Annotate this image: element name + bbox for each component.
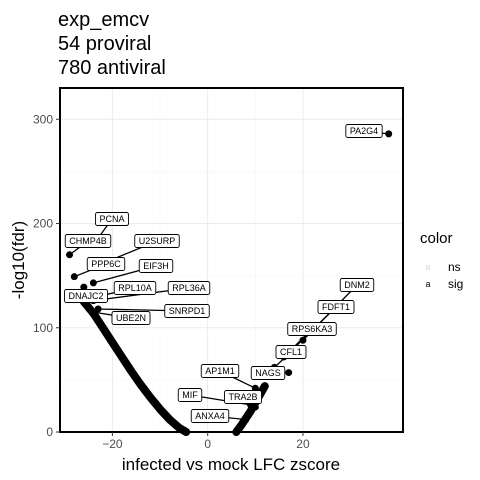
label-fdft1: FDFT1 [317, 300, 355, 314]
y-axis-title: -log10(fdr) [9, 221, 28, 299]
label-text-mif: MIF [182, 390, 198, 400]
label-text-nags: NAGS [255, 368, 281, 378]
label-anxa4: ANXA4 [190, 409, 230, 423]
label-box-ube2n [111, 311, 151, 325]
label-box-fdft1 [317, 300, 355, 314]
label-text-ppp6c: PPP6C [91, 259, 121, 269]
label-box-cfl1 [275, 345, 307, 359]
label-text-rpl36a: RPL36A [172, 283, 206, 293]
y-axis-ticks: 0 100 200 300 [33, 112, 60, 439]
label-text-ube2n: UBE2N [116, 313, 146, 323]
label-text-chmp4b: CHMP4B [69, 236, 107, 246]
point-tra2b [251, 403, 259, 411]
label-text-anxa4: ANXA4 [195, 411, 225, 421]
label-box-nags [250, 366, 286, 380]
legend-label-ns: ns [448, 260, 461, 274]
label-u2surp: U2SURP [134, 234, 180, 248]
point-pa2g4 [385, 130, 393, 138]
label-pa2g4: PA2G4 [345, 124, 383, 138]
point-ube2n [89, 308, 97, 316]
label-text-pa2g4: PA2G4 [350, 126, 378, 136]
label-text-pcna: PCNA [99, 214, 124, 224]
label-box-eif3h [138, 259, 174, 273]
label-chmp4b: CHMP4B [64, 234, 112, 248]
label-text-fdft1: FDFT1 [322, 302, 350, 312]
point-ppp6c [70, 273, 78, 281]
label-text-dnajc2: DNAJC2 [68, 291, 103, 301]
label-pcna: PCNA [95, 212, 129, 226]
label-box-ppp6c [86, 257, 126, 271]
y-tick-label: 200 [33, 217, 53, 231]
label-box-rps6ka3 [287, 322, 337, 336]
title-line-2: 54 proviral [58, 33, 151, 55]
point-eif3h [89, 279, 97, 287]
label-text-u2surp: U2SURP [139, 236, 176, 246]
plot-border [59, 87, 404, 433]
label-box-chmp4b [64, 234, 112, 248]
legend-key-sig: a [425, 279, 430, 289]
label-text-eif3h: EIF3H [143, 261, 169, 271]
label-eif3h: EIF3H [138, 259, 174, 273]
label-dnajc2: DNAJC2 [64, 289, 108, 303]
label-box-ap1m1 [200, 364, 240, 378]
label-box-u2surp [134, 234, 180, 248]
label-ppp6c: PPP6C [86, 257, 126, 271]
label-text-ap1m1: AP1M1 [205, 366, 235, 376]
label-box-pa2g4 [345, 124, 383, 138]
label-snrpd1: SNRPD1 [164, 304, 210, 318]
x-tick-label: −20 [102, 437, 123, 451]
point-nags [285, 369, 293, 377]
label-box-tra2b [224, 390, 262, 404]
legend-title: color [420, 230, 453, 247]
label-box-dnajc2 [64, 289, 108, 303]
label-box-anxa4 [190, 409, 230, 423]
label-text-rpl10a: RPL10A [118, 283, 152, 293]
legend-label-sig: sig [448, 277, 463, 291]
legend-key-ns: a [425, 262, 430, 272]
x-tick-label: 0 [204, 437, 211, 451]
label-cfl1: CFL1 [275, 345, 307, 359]
point-ap1m1 [251, 384, 259, 392]
label-box-mif [177, 388, 203, 402]
title-line-1: exp_emcv [58, 9, 149, 31]
label-ap1m1: AP1M1 [200, 364, 240, 378]
label-text-rps6ka3: RPS6KA3 [292, 324, 333, 334]
label-text-cfl1: CFL1 [280, 347, 302, 357]
legend: color a ns a sig [420, 230, 463, 291]
point-dnajc2 [80, 283, 88, 291]
label-nags: NAGS [250, 366, 286, 380]
label-text-dnm2: DNM2 [344, 280, 370, 290]
y-tick-label: 100 [33, 321, 53, 335]
x-axis-ticks: −20 0 20 [102, 432, 310, 451]
label-dnm2: DNM2 [339, 278, 375, 292]
label-box-rpl36a [167, 281, 211, 295]
label-box-pcna [95, 212, 129, 226]
title-line-3: 780 antiviral [58, 57, 166, 79]
label-box-dnm2 [339, 278, 375, 292]
label-mif: MIF [177, 388, 203, 402]
point-anxa4 [242, 415, 250, 423]
label-rpl10a: RPL10A [113, 281, 157, 295]
label-ube2n: UBE2N [111, 311, 151, 325]
dense-curve-left [79, 297, 191, 436]
x-axis-title: infected vs mock LFC zscore [122, 455, 340, 474]
point-chmp4b [66, 251, 74, 259]
label-tra2b: TRA2B [224, 390, 262, 404]
y-tick-label: 0 [46, 425, 53, 439]
grid-minor [60, 88, 403, 432]
x-tick-label: 20 [296, 437, 310, 451]
label-rpl36a: RPL36A [167, 281, 211, 295]
label-box-rpl10a [113, 281, 157, 295]
label-text-snrpd1: SNRPD1 [169, 306, 206, 316]
label-text-tra2b: TRA2B [228, 392, 257, 402]
y-tick-label: 300 [33, 112, 53, 126]
point-dnm2 [299, 336, 307, 344]
point-labels: PA2G4 PCNA CHMP4B U2SURP PPP6C EIF3H DNAJC2 RPL… [64, 124, 383, 423]
label-rps6ka3: RPS6KA3 [287, 322, 337, 336]
label-box-snrpd1 [164, 304, 210, 318]
